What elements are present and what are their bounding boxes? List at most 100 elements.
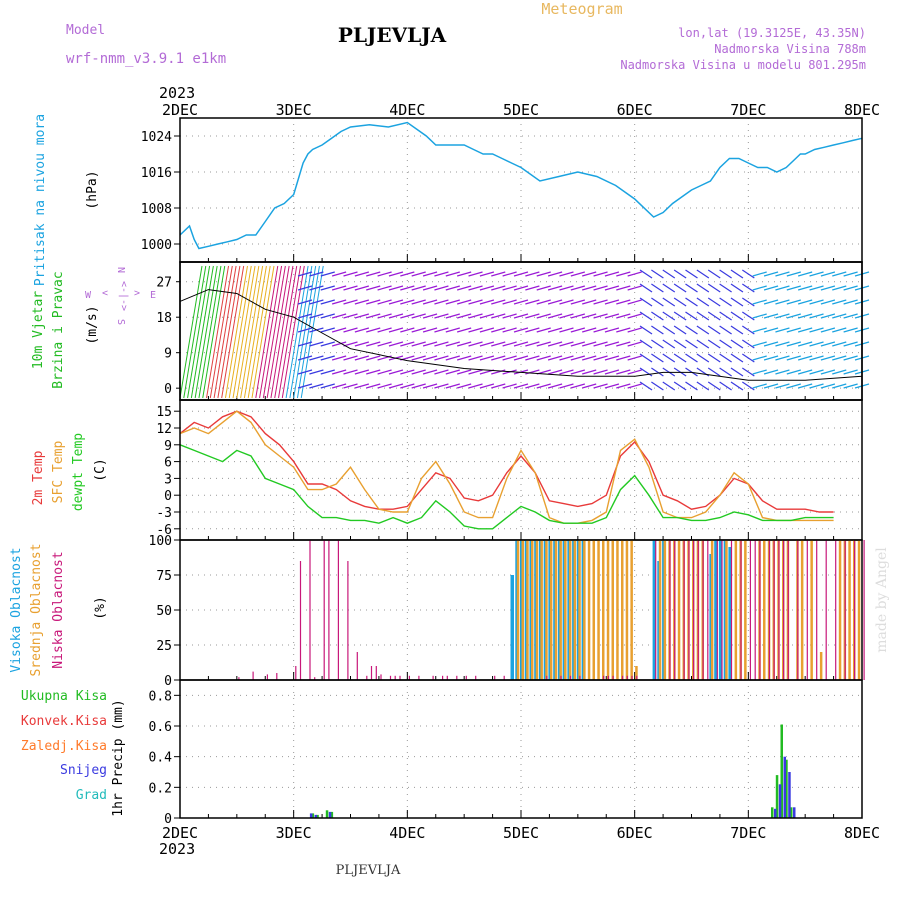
wind-barb: [366, 355, 381, 361]
temp-ylabel-2m: 2m Temp: [31, 450, 46, 505]
wind-barb: [570, 285, 585, 291]
y-tick-label: 0: [164, 812, 172, 827]
tick-bg: [150, 272, 176, 287]
wind-barb: [422, 313, 438, 319]
wind-barb: [627, 369, 642, 375]
wind-ylabel-1: 10m Vjetar: [31, 291, 46, 369]
wind-barb: [331, 369, 347, 375]
wind-barb: [491, 299, 506, 305]
wind-barb: [377, 369, 392, 375]
wind-barb: [388, 271, 404, 277]
wind-barb: [627, 327, 642, 333]
wind-barb: [593, 355, 608, 361]
wind-barb: [742, 269, 755, 279]
wind-barb: [639, 283, 653, 293]
wind-barb: [809, 313, 824, 319]
wind-barb: [388, 299, 404, 305]
cloud-bar: [579, 675, 581, 680]
wind-speed-line: [179, 289, 863, 381]
y-tick-label: 15: [156, 405, 172, 420]
cloud-bar: [744, 540, 747, 680]
wind-barb: [843, 383, 858, 389]
wind-barb: [479, 271, 495, 277]
wind-barb: [685, 353, 698, 363]
cloud-bar: [238, 677, 240, 680]
cloud-bar: [725, 540, 728, 680]
cloud-bar: [718, 540, 723, 680]
wind-barb: [843, 271, 858, 277]
wind-barb: [354, 327, 370, 333]
cloud-bar: [446, 675, 448, 680]
wind-barb: [536, 341, 551, 347]
cloud-bar: [710, 540, 714, 680]
precip-bar: [325, 810, 329, 818]
cloud-bar: [568, 540, 572, 680]
wind-barb: [798, 369, 813, 375]
cloud-bar: [399, 675, 401, 680]
wind-barb: [206, 265, 230, 399]
cloud-bar: [456, 675, 458, 680]
wind-barb: [651, 381, 664, 391]
wind-barb: [400, 313, 415, 319]
wind-barb: [719, 297, 732, 307]
wind-barb: [491, 285, 506, 291]
wind-barb: [309, 383, 324, 389]
wind-barb: [232, 265, 256, 399]
wind-barb: [775, 369, 790, 375]
wind-barb: [752, 383, 767, 389]
wind-barb: [616, 383, 631, 389]
cloud-bar: [578, 540, 581, 680]
cloud-bar: [328, 540, 330, 680]
wind-barb: [247, 265, 271, 399]
wind-barb: [662, 381, 676, 391]
wind-barb: [297, 369, 313, 375]
cloud-bar: [702, 540, 704, 680]
temperature-panel: -6 -3 0 36 9 12 15: [156, 399, 863, 541]
wind-barb: [547, 285, 563, 291]
cloud-bar: [540, 540, 543, 680]
wind-barb: [616, 285, 631, 291]
wind-barb: [536, 271, 551, 277]
wind-barb: [673, 339, 687, 349]
wind-barb: [742, 325, 755, 335]
wind-barb: [547, 341, 563, 347]
wind-barb: [673, 283, 687, 293]
wind-barb: [616, 355, 631, 361]
wind-barb: [651, 353, 664, 363]
wind-barb: [809, 327, 824, 333]
y-tick-label: 1016: [141, 166, 172, 181]
cloud-bar: [838, 540, 842, 680]
precip-bar: [790, 807, 793, 818]
wind-barb: [354, 383, 370, 389]
cloud-bar: [295, 666, 297, 680]
wind-barb: [593, 369, 608, 375]
wind-barb: [798, 341, 813, 347]
wind-barb: [281, 265, 305, 399]
wind-barb: [547, 313, 563, 319]
wind-barb: [547, 327, 563, 333]
wind-barb: [491, 327, 506, 333]
wind-barb: [730, 283, 744, 293]
wind-barb: [354, 341, 370, 347]
wind-barb: [639, 325, 653, 335]
wind-barb: [331, 285, 347, 291]
wind-barb: [354, 355, 370, 361]
y-tick-label: 0: [164, 489, 172, 504]
wind-barb: [536, 299, 551, 305]
wind-barb: [331, 383, 347, 389]
wind-barb: [422, 299, 438, 305]
cloud-bar: [266, 674, 268, 680]
temp-ylabel-sfc: SFC Temp: [51, 441, 66, 504]
wind-barb: [434, 271, 449, 277]
wind-barb: [604, 341, 620, 347]
wind-barb: [639, 297, 653, 307]
wind-barb: [559, 313, 574, 319]
wind-barb: [662, 311, 676, 321]
svg-text:<-|->: <-|->: [118, 281, 129, 311]
wind-barb: [434, 285, 449, 291]
wind-barb: [377, 341, 392, 347]
wind-barb: [742, 353, 755, 363]
cloud-bar: [526, 540, 529, 680]
wind-barb: [513, 313, 529, 319]
cloud-bar: [535, 540, 539, 680]
